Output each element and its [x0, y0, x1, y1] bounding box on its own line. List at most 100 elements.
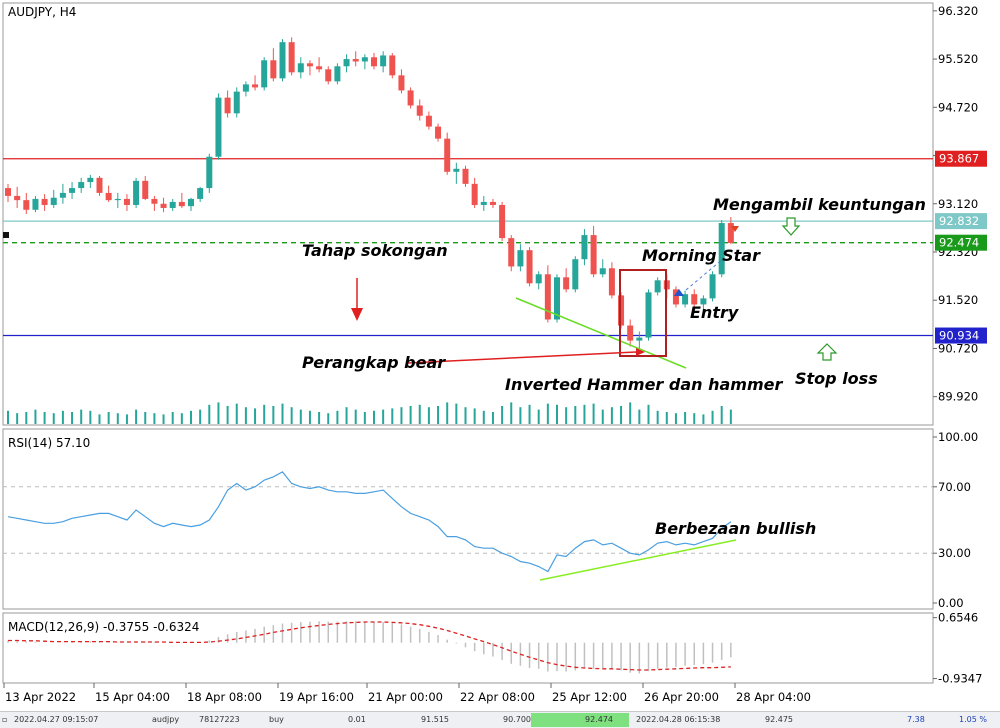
level-price-label: 92.832 [939, 214, 979, 228]
candle-body [480, 201, 487, 205]
level-price-box [935, 327, 987, 344]
status-symbol: audjpy [152, 715, 180, 724]
rsi-tick-label: 0.00 [938, 596, 964, 610]
status-swap: 7.38 [907, 715, 925, 724]
volume-bars [7, 402, 732, 424]
annotation-bullish-divergence: Berbezaan bullish [655, 519, 816, 538]
price-tick-label: 94.720 [938, 100, 978, 114]
status-ticket: 78127223 [199, 715, 240, 724]
candle-body [700, 298, 707, 305]
price-tick-label: 93.120 [938, 197, 978, 211]
time-tick-label: 22 Apr 08:00 [460, 690, 535, 704]
candle-body [343, 59, 350, 67]
pattern-highlight-box [619, 269, 667, 357]
candles [5, 37, 734, 349]
price-levels: 93.867 92.832 92.474 90.934 [3, 150, 987, 344]
candle-body [188, 198, 194, 207]
candle-body [14, 195, 21, 201]
candle-body [727, 223, 734, 243]
annotation-stop-loss: Stop loss [795, 369, 878, 388]
rsi-panel: 100.00 70.00 30.00 0.00 [3, 430, 978, 610]
trade-dashed-line [685, 257, 725, 291]
price-tick-label: 90.720 [938, 341, 978, 355]
candle-body [654, 280, 661, 293]
rsi-tick-label: 30.00 [938, 546, 971, 560]
macd-panel-frame [2, 612, 934, 684]
candle-body [261, 60, 268, 88]
candle-body [462, 168, 469, 184]
status-icon: ▫ [2, 715, 8, 724]
candle-body [444, 138, 451, 172]
entry-marker-icon [674, 289, 684, 296]
macd-label: MACD(12,26,9) -0.3755 -0.6324 [8, 620, 199, 634]
candle-body [78, 182, 85, 189]
candle-body [407, 90, 414, 106]
time-tick-label: 26 Apr 20:00 [644, 690, 719, 704]
candle-body [206, 156, 213, 189]
candle-body [636, 337, 643, 341]
candle-body [5, 188, 11, 196]
rsi-line [7, 471, 732, 573]
support-arrow-head [351, 308, 363, 321]
rsi-divergence-line [539, 539, 737, 581]
symbol-label: AUDJPY, H4 [8, 5, 76, 19]
candle-body [334, 66, 341, 82]
candle-body [316, 66, 323, 70]
up-hollow-arrow-icon [816, 343, 838, 361]
candle-body [69, 188, 76, 193]
candle-body [453, 168, 460, 172]
candle-body [252, 84, 259, 88]
down-hollow-arrow-icon [781, 217, 801, 236]
candle-body [691, 294, 698, 305]
candle-body [563, 277, 570, 290]
trade-status-bar[interactable]: ▫ 2022.04.27 09:15:07 audjpy 78127223 bu… [0, 711, 1000, 728]
rsi-label: RSI(14) 57.10 [8, 436, 90, 450]
candle-body [371, 57, 377, 67]
time-tick-label: 28 Apr 04:00 [736, 690, 811, 704]
status-price-highlight [531, 713, 629, 727]
candle-body [389, 55, 396, 76]
candle-body [325, 69, 332, 82]
time-tick-label: 19 Apr 16:00 [279, 690, 354, 704]
time-tick-label: 21 Apr 00:00 [368, 690, 443, 704]
candle-body [224, 97, 231, 114]
candle-body [41, 198, 48, 205]
candle-body [416, 105, 423, 116]
candle-body [581, 235, 588, 260]
time-axis: 13 Apr 2022 15 Apr 04:00 18 Apr 08:00 19 Ap… [3, 683, 811, 704]
price-axis: 96.32095.52094.72093.92093.12092.32091.5… [933, 4, 978, 404]
candle-body [718, 223, 725, 275]
macd-tick-label: -0.9347 [938, 672, 982, 686]
status-time-close: 2022.04.28 06:15:38 [636, 715, 721, 724]
status-volume: 0.01 [348, 715, 366, 724]
candle-body [96, 177, 103, 193]
level-price-label: 93.867 [939, 152, 979, 166]
annotation-bear-trap: Perangkap bear [302, 353, 446, 372]
candle-body [133, 180, 140, 205]
candle-body [242, 84, 249, 92]
candle-body [709, 274, 716, 299]
rsi-tick-label: 100.00 [938, 430, 978, 444]
level-price-label: 92.474 [939, 236, 979, 250]
status-percent: 1.05 % [959, 715, 987, 724]
candle-body [288, 42, 295, 73]
candle-body [627, 325, 634, 341]
candle-body [87, 177, 94, 183]
status-sl: 91.515 [421, 715, 449, 724]
annotation-entry: Entry [690, 303, 739, 322]
candle-body [114, 198, 121, 201]
candle-body [682, 294, 689, 305]
candle-body [306, 63, 313, 67]
candle-body [270, 60, 277, 79]
status-price-current: 92.475 [765, 715, 793, 724]
candle-body [508, 238, 515, 267]
time-tick-label: 13 Apr 2022 [5, 690, 76, 704]
candle-body [50, 197, 57, 205]
candle-body [123, 198, 130, 205]
candle-body [544, 274, 551, 320]
time-tick-label: 25 Apr 12:00 [552, 690, 627, 704]
macd-panel: 0.6546 -0.9347 [7, 611, 982, 686]
candle-body [645, 292, 652, 338]
candle-body [32, 198, 39, 210]
chart-canvas: 96.32095.52094.72093.92093.12092.32091.5… [2, 2, 987, 704]
